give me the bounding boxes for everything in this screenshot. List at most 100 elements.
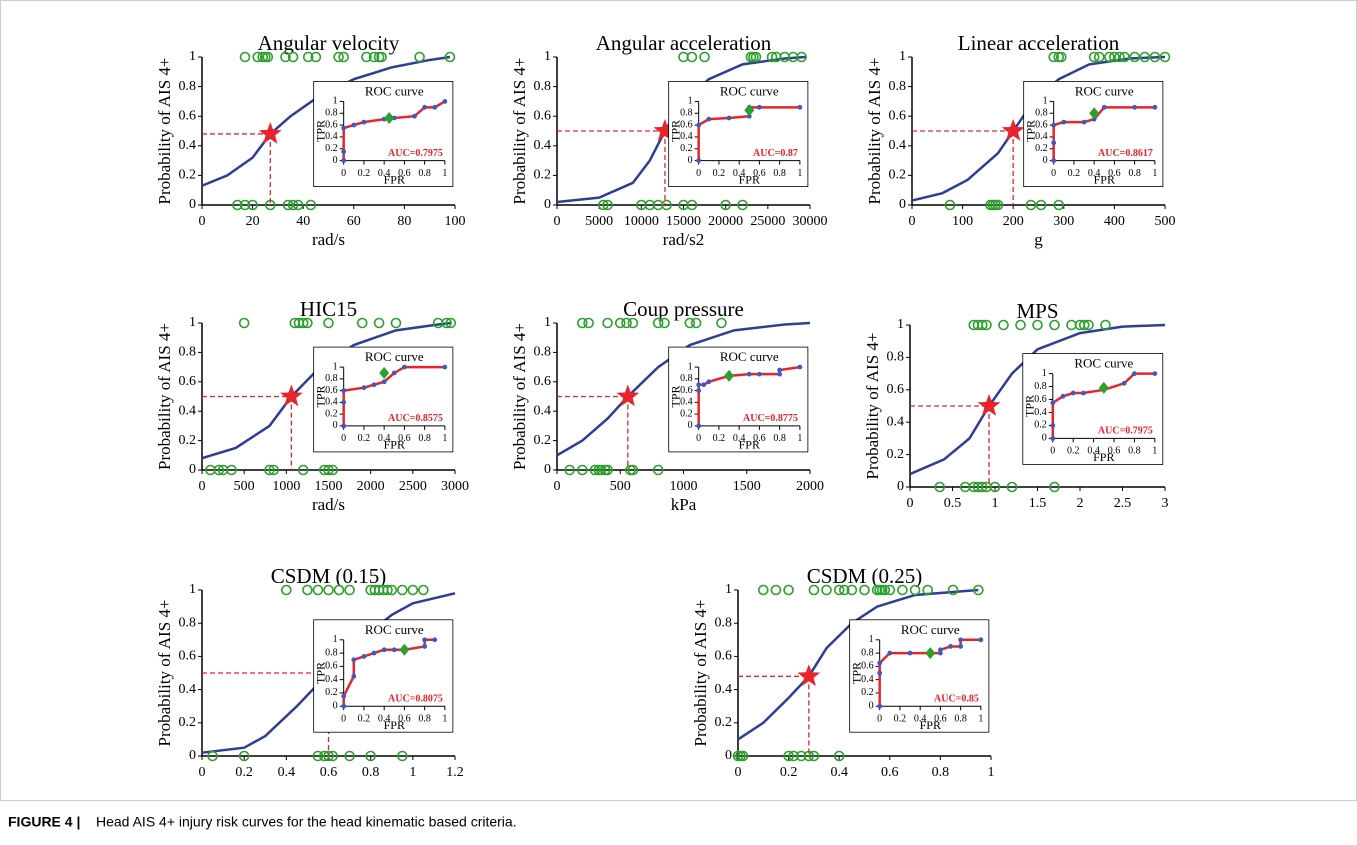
y-tick-label: 0.6: [680, 385, 693, 396]
case-point: [783, 750, 794, 762]
x-tick-label: 0.8: [418, 713, 431, 724]
roc-point: [1132, 371, 1137, 376]
y-tick-label: 0.4: [680, 131, 693, 142]
y-tick-label: 0.6: [715, 649, 733, 664]
inset-frame: [1022, 353, 1164, 465]
case-point: [226, 464, 237, 476]
roc-curve: [1051, 372, 1155, 439]
roc-point: [1051, 140, 1057, 146]
case-point: [989, 481, 1001, 493]
y-tick-label: 0.2: [1035, 143, 1048, 154]
threshold-star: [653, 119, 677, 141]
case-point: [795, 750, 807, 762]
x-tick-label: 5000: [585, 214, 613, 229]
x-tick-label: 0.6: [753, 168, 766, 179]
y-tick-label: 0.2: [680, 143, 693, 154]
y-tick-label: 0.6: [179, 108, 197, 123]
case-point: [576, 317, 588, 329]
case-point: [589, 464, 601, 476]
optimal-point: [744, 104, 755, 117]
inset-x-label: FPR: [384, 438, 405, 452]
x-tick-label: 500: [234, 479, 255, 494]
case-point: [1100, 319, 1111, 331]
y-tick-label: 1: [333, 96, 338, 107]
roc-point: [797, 364, 803, 370]
y-tick-label: 0.6: [325, 385, 338, 396]
case-point: [897, 584, 908, 596]
y-tick-label: 1: [544, 49, 551, 64]
x-tick-label: 1: [442, 433, 447, 444]
x-tick-label: 0.8: [773, 168, 786, 179]
roc-point: [797, 104, 803, 110]
y-tick-label: 0.6: [1035, 119, 1048, 130]
case-point: [1015, 319, 1026, 331]
inset-title: ROC curve: [720, 349, 779, 364]
case-point: [690, 317, 702, 329]
case-point: [1055, 51, 1067, 63]
case-point: [1025, 199, 1037, 211]
case-point: [323, 464, 334, 476]
inset-title: ROC curve: [720, 83, 779, 98]
x-tick-label: 40: [296, 214, 310, 229]
x-tick-label: 1.2: [446, 765, 464, 780]
case-point: [737, 750, 749, 762]
case-point: [445, 317, 457, 329]
x-tick-label: 20: [246, 214, 260, 229]
case-point: [1104, 51, 1115, 63]
x-tick-label: 0: [877, 713, 882, 724]
y-axis-label: Probability of AIS 4+: [510, 323, 529, 470]
x-tick-label: 1: [442, 168, 447, 179]
x-tick-label: 3: [1162, 496, 1169, 511]
case-point: [909, 584, 921, 596]
inset-title: ROC curve: [365, 622, 424, 637]
x-tick-label: 80: [397, 214, 411, 229]
case-point: [382, 584, 393, 596]
y-axis-label: Probability of AIS 4+: [863, 332, 882, 479]
case-point: [302, 317, 313, 329]
case-point: [297, 464, 309, 476]
case-point: [750, 51, 762, 63]
case-point: [1159, 51, 1171, 63]
roc-point: [1132, 104, 1138, 110]
inset-y-label: TPR: [313, 120, 327, 142]
inset-frame: [313, 81, 454, 187]
inset-title: ROC curve: [901, 622, 960, 637]
y-tick-label: 0.4: [534, 138, 552, 153]
case-point: [247, 199, 258, 211]
case-point: [583, 317, 594, 329]
inset-x-label: FPR: [384, 718, 405, 732]
x-tick-label: 0.8: [362, 765, 380, 780]
x-tick-label: 1: [797, 433, 802, 444]
caption-label: FIGURE 4 |: [8, 814, 80, 830]
case-point: [333, 584, 345, 596]
x-tick-label: 0.2: [235, 765, 253, 780]
optimal-point: [1089, 107, 1100, 120]
case-point: [976, 481, 988, 493]
inset-frame: [1023, 81, 1164, 187]
auc-label: AUC=0.8075: [388, 693, 443, 704]
case-point: [627, 317, 639, 329]
roc-point: [391, 647, 397, 653]
y-tick-label: 0.6: [889, 108, 907, 123]
x-tick-label: 1: [992, 496, 999, 511]
x-tick-label: 0.6: [881, 765, 899, 780]
case-point: [264, 464, 275, 476]
case-point: [327, 464, 339, 476]
x-tick-label: 0: [735, 765, 742, 780]
inset-frame: [668, 346, 809, 453]
inset-x-label: FPR: [739, 438, 760, 452]
x-axis-label: g: [1034, 230, 1043, 249]
x-tick-label: 0.4: [914, 713, 927, 724]
case-point: [302, 584, 313, 596]
y-tick-label: 0.6: [325, 661, 338, 672]
case-point: [365, 750, 376, 762]
x-tick-label: 0: [341, 433, 346, 444]
case-point: [879, 584, 891, 596]
roc-point: [442, 99, 448, 104]
auc-label: AUC=0.8775: [743, 413, 798, 424]
roc-point: [777, 371, 783, 377]
x-tick-label: 0.2: [894, 713, 907, 724]
case-point: [361, 51, 372, 63]
case-point: [884, 584, 896, 596]
y-tick-label: 0.4: [1034, 407, 1047, 418]
